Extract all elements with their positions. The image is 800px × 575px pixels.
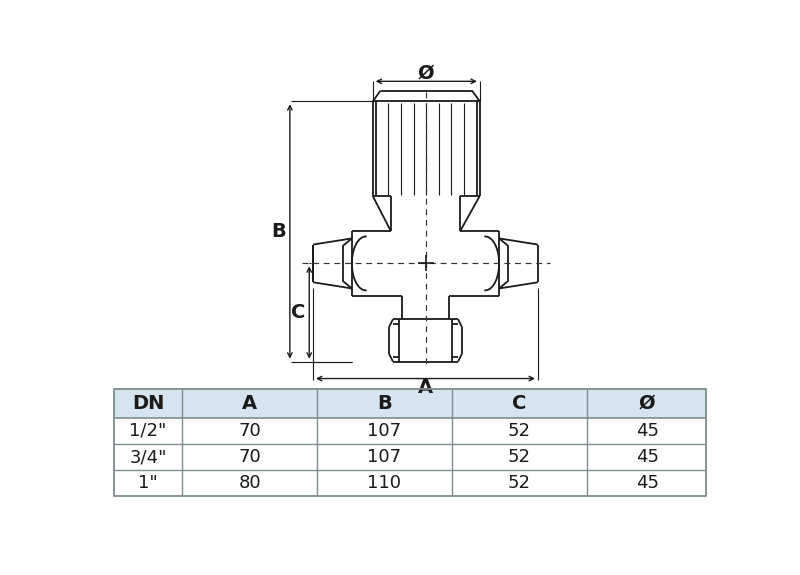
Text: 52: 52 xyxy=(508,422,530,440)
Text: 52: 52 xyxy=(508,474,530,492)
Text: 70: 70 xyxy=(238,448,261,466)
Text: 107: 107 xyxy=(367,422,402,440)
Text: 45: 45 xyxy=(636,474,658,492)
Bar xyxy=(114,389,706,418)
Text: 1": 1" xyxy=(138,474,158,492)
Text: 80: 80 xyxy=(238,474,261,492)
Text: Ø: Ø xyxy=(418,63,434,82)
Bar xyxy=(114,418,706,444)
Bar xyxy=(114,444,706,470)
Text: B: B xyxy=(272,222,286,241)
Text: 3/4": 3/4" xyxy=(130,448,167,466)
Text: 1/2": 1/2" xyxy=(130,422,166,440)
Text: 110: 110 xyxy=(367,474,402,492)
Text: Ø: Ø xyxy=(639,394,655,413)
Text: 107: 107 xyxy=(367,448,402,466)
Text: C: C xyxy=(512,394,526,413)
Text: 45: 45 xyxy=(636,422,658,440)
Text: DN: DN xyxy=(132,394,164,413)
Text: C: C xyxy=(291,303,306,322)
Text: A: A xyxy=(418,378,433,397)
Text: A: A xyxy=(242,394,257,413)
Bar xyxy=(114,389,706,496)
Text: 52: 52 xyxy=(508,448,530,466)
Text: B: B xyxy=(377,394,392,413)
Text: 45: 45 xyxy=(636,448,658,466)
Bar xyxy=(114,470,706,496)
Text: 70: 70 xyxy=(238,422,261,440)
